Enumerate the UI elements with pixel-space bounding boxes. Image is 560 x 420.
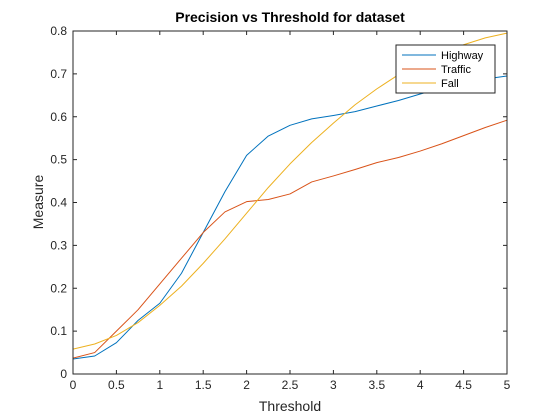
x-tick-label: 1 — [156, 378, 163, 392]
y-tick-label: 0.4 — [50, 196, 67, 210]
x-tick-label: 0.5 — [108, 378, 125, 392]
x-tick-label: 3.5 — [368, 378, 385, 392]
x-tick-label: 5 — [504, 378, 511, 392]
y-tick-label: 0.1 — [50, 324, 67, 338]
y-tick-label: 0 — [60, 367, 67, 381]
x-axis-label: Threshold — [259, 398, 321, 414]
y-tick-label: 0.8 — [50, 24, 67, 38]
y-axis-label: Measure — [30, 175, 46, 230]
x-tick-label: 0 — [70, 378, 77, 392]
y-axis: 0 0.1 0.2 0.3 0.4 0.5 0.6 0.7 0.8 — [50, 24, 507, 381]
x-tick-label: 2 — [243, 378, 250, 392]
legend-label-traffic: Traffic — [441, 64, 471, 76]
y-tick-label: 0.3 — [50, 238, 67, 252]
legend-label-highway: Highway — [441, 50, 484, 62]
legend-label-fall: Fall — [441, 78, 459, 90]
x-tick-label: 4.5 — [455, 378, 472, 392]
x-tick-label: 3 — [330, 378, 337, 392]
y-tick-label: 0.7 — [50, 67, 67, 81]
series-line-traffic — [72, 119, 508, 359]
x-tick-label: 2.5 — [282, 378, 299, 392]
x-tick-label: 1.5 — [195, 378, 212, 392]
x-tick-label: 4 — [417, 378, 424, 392]
legend: Highway Traffic Fall — [395, 44, 496, 94]
chart-title: Precision vs Threshold for dataset — [175, 9, 405, 25]
y-tick-label: 0.2 — [50, 281, 67, 295]
x-axis: 0 0.5 1 1.5 2 2.5 3 3.5 4 4.5 5 — [70, 31, 511, 392]
y-tick-label: 0.6 — [50, 110, 67, 124]
y-tick-label: 0.5 — [50, 153, 67, 167]
